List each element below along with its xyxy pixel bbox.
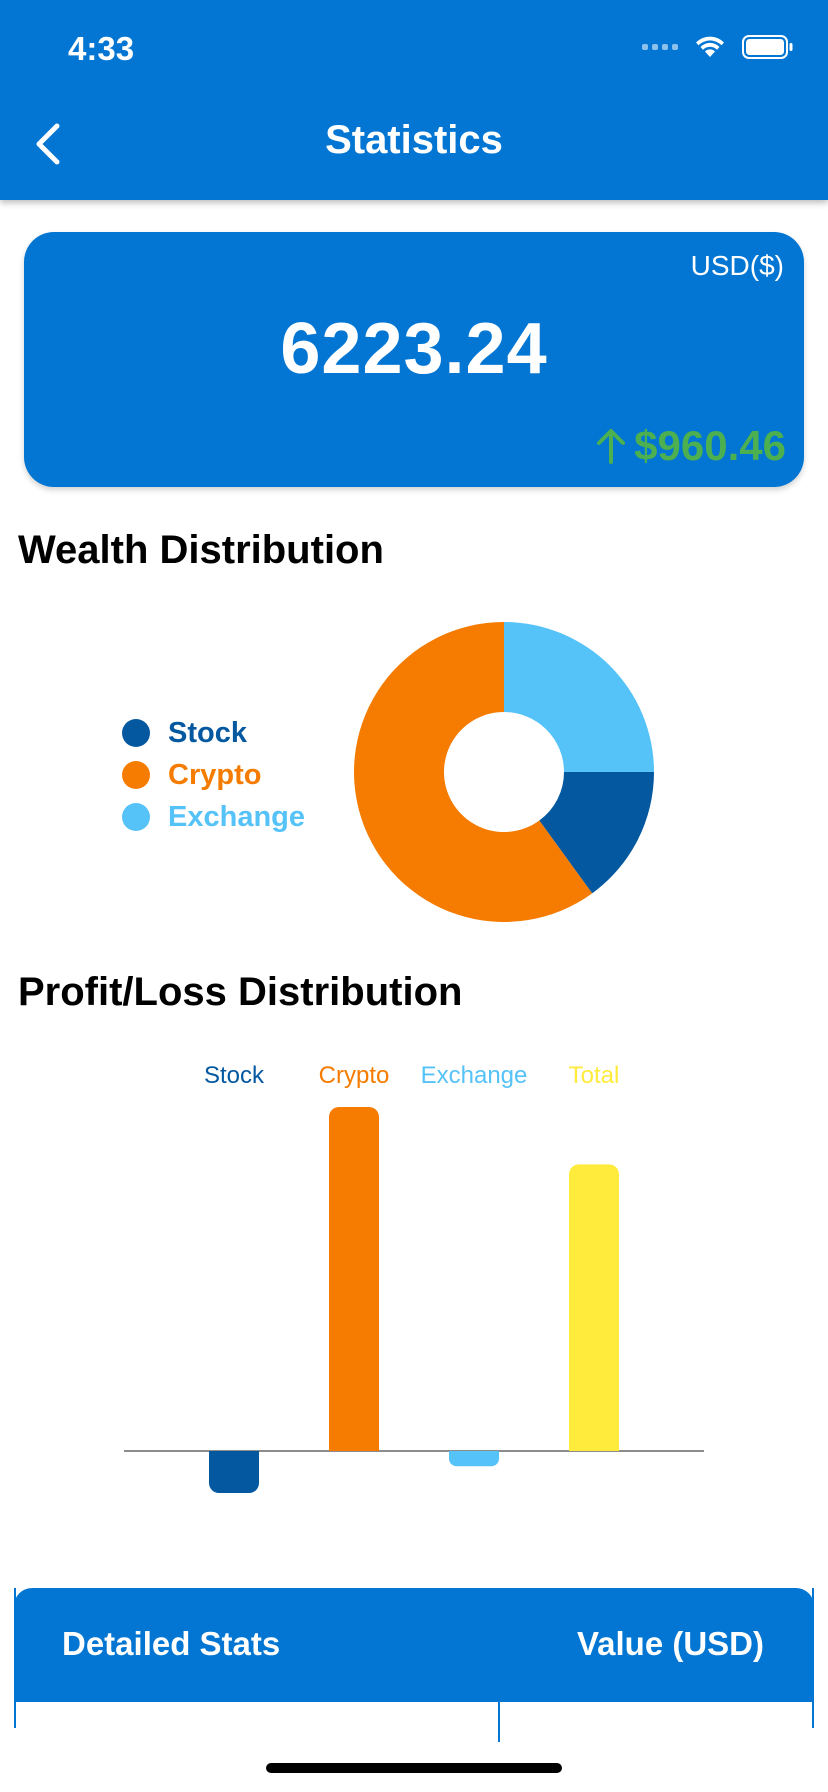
- bar-legend-total: Total: [569, 1062, 620, 1089]
- bar-crypto[interactable]: [329, 1107, 379, 1451]
- back-button[interactable]: [20, 114, 76, 174]
- legend-label: Crypto: [168, 758, 262, 791]
- bar-exchange-base: [449, 1451, 499, 1459]
- cellular-signal-icon: [642, 44, 678, 50]
- donut-slice-crypto[interactable]: [353, 622, 593, 922]
- page-title: Statistics: [325, 118, 503, 162]
- arrow-up-icon: [597, 429, 626, 464]
- column-divider: [498, 1702, 500, 1742]
- legend-label: Stock: [168, 716, 247, 749]
- header-bar: 4:33 Statistics: [0, 0, 828, 200]
- balance-change-value: $960.46: [634, 422, 786, 469]
- donut-slice-stock[interactable]: [539, 772, 654, 894]
- wealth-legend: Stock Crypto Exchange: [122, 712, 305, 838]
- battery-icon: [742, 35, 793, 59]
- wifi-icon: [696, 36, 724, 57]
- wealth-donut-chart: [353, 622, 654, 922]
- bar-legend-exchange: Exchange: [421, 1062, 528, 1089]
- legend-dot-stock: [122, 719, 150, 747]
- bar-total-base: [569, 1441, 619, 1451]
- wealth-distribution-title: Wealth Distribution: [18, 528, 384, 572]
- table-header: Detailed Stats Value (USD): [14, 1588, 814, 1702]
- balance-value: 6223.24: [280, 309, 548, 389]
- donut-slice-exchange[interactable]: [504, 622, 654, 772]
- legend-item-stock[interactable]: Stock: [122, 712, 305, 754]
- currency-label: USD($): [690, 250, 784, 281]
- balance-card: USD($) 6223.24 $960.46: [24, 232, 804, 487]
- profit-loss-bar-chart: Stock Crypto Exchange Total: [124, 1062, 704, 1494]
- legend-label: Exchange: [168, 800, 305, 833]
- bar-legend-crypto: Crypto: [319, 1062, 390, 1089]
- legend-dot-crypto: [122, 761, 150, 789]
- bar-stock-base: [209, 1451, 259, 1461]
- legend-item-exchange[interactable]: Exchange: [122, 796, 305, 838]
- legend-item-crypto[interactable]: Crypto: [122, 754, 305, 796]
- home-indicator[interactable]: [266, 1763, 562, 1773]
- detailed-stats-table: Detailed Stats Value (USD): [14, 1588, 814, 1742]
- bar-total[interactable]: [569, 1164, 619, 1451]
- table-header-stat: Detailed Stats: [62, 1625, 281, 1662]
- bar-stock[interactable]: [209, 1451, 259, 1494]
- status-time: 4:33: [68, 30, 135, 67]
- profit-loss-title: Profit/Loss Distribution: [18, 970, 463, 1014]
- bar-legend-stock: Stock: [204, 1062, 265, 1089]
- status-icons: [642, 34, 794, 60]
- balance-change: $960.46: [594, 422, 786, 470]
- table-header-value: Value (USD): [576, 1625, 764, 1662]
- chevron-left-icon: [36, 123, 60, 165]
- bar-crypto-base: [329, 1441, 379, 1451]
- legend-dot-exchange: [122, 803, 150, 831]
